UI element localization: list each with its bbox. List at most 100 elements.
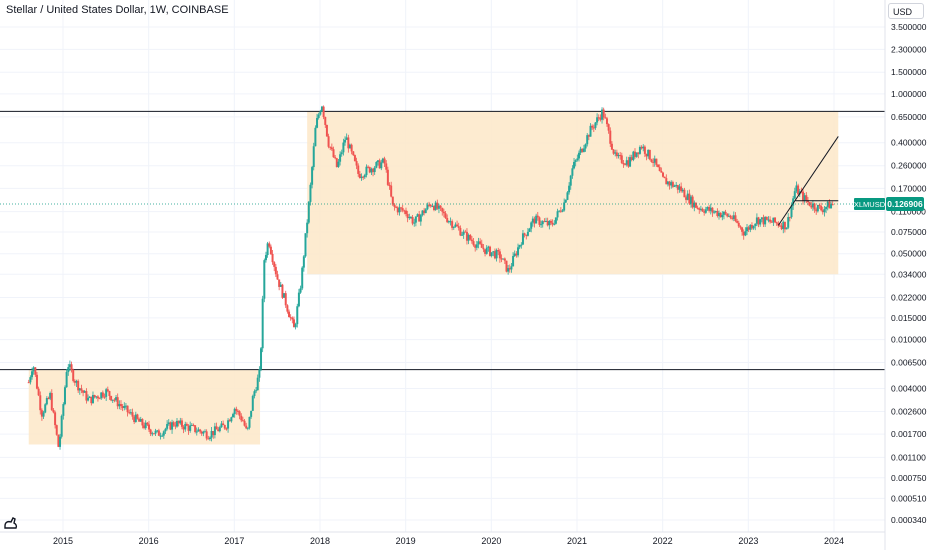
candle-body: [437, 205, 440, 209]
candle-body: [118, 404, 121, 407]
candle-body: [602, 109, 605, 118]
candle-body: [73, 380, 76, 383]
candle-body: [487, 246, 490, 248]
candle-body: [268, 243, 271, 247]
candle-body: [324, 117, 327, 125]
candle-body: [330, 147, 333, 150]
candle-body: [815, 209, 818, 212]
candle-body: [597, 117, 600, 119]
candle-body: [235, 408, 238, 411]
candle-body: [411, 217, 414, 224]
candle-body: [185, 423, 188, 426]
candle-body: [601, 109, 604, 120]
candle-body: [787, 217, 790, 228]
candle-body: [161, 435, 164, 437]
candle-body: [340, 152, 343, 155]
candle-body: [82, 390, 85, 393]
candle-body: [757, 217, 760, 225]
candle-body: [256, 377, 259, 391]
candle-body: [57, 434, 60, 447]
candle-body: [253, 391, 256, 397]
candle-body: [520, 244, 523, 246]
candle-body: [439, 205, 442, 208]
candle-body: [657, 164, 660, 168]
candle-body: [642, 146, 645, 149]
candle-body: [383, 158, 386, 164]
candle-body: [294, 324, 297, 328]
candle-body: [345, 137, 348, 140]
candle-body: [388, 184, 391, 186]
candle-body: [195, 431, 198, 433]
candle-body: [208, 437, 211, 440]
candle-body: [289, 317, 292, 319]
candle-body: [284, 293, 287, 306]
candle-body: [719, 212, 722, 218]
candle-body: [513, 253, 516, 257]
candle-body: [714, 211, 717, 213]
candle-body: [545, 220, 548, 222]
candle-body: [251, 396, 254, 411]
tradingview-logo-icon: [4, 517, 18, 529]
candle-body: [609, 130, 612, 144]
candle-body: [255, 390, 258, 392]
candle-body: [146, 422, 149, 425]
x-tick-label: 2016: [139, 536, 159, 546]
candle-body: [785, 227, 788, 230]
candle-body: [404, 210, 407, 215]
candle-body: [704, 209, 707, 213]
candle-body: [770, 221, 773, 223]
candle-body: [490, 252, 493, 256]
candle-body: [409, 217, 412, 219]
candle-body: [312, 146, 315, 168]
candle-body: [470, 239, 473, 242]
candle-body: [45, 398, 48, 405]
y-tick-label: 0.170000: [891, 183, 927, 193]
candle-body: [52, 409, 55, 413]
y-tick-label: 0.110000: [891, 207, 926, 217]
candle-body: [637, 152, 640, 154]
candle-body: [393, 204, 396, 207]
candle-body: [622, 162, 625, 165]
candle-body: [731, 217, 734, 219]
candle-body: [395, 206, 398, 208]
candle-body: [604, 117, 607, 119]
candle-body: [741, 227, 744, 232]
candle-body: [396, 207, 399, 213]
candle-body: [803, 195, 806, 201]
candle-body: [106, 389, 109, 392]
candle-body: [368, 167, 371, 173]
candle-body: [375, 162, 378, 168]
candle-body: [72, 370, 75, 381]
candle-body: [75, 380, 78, 383]
y-tick-label: 0.010000: [891, 335, 927, 345]
candle-body: [551, 222, 554, 225]
y-tick-label: 0.001700: [891, 429, 927, 439]
candle-body: [200, 431, 203, 434]
candle-body: [454, 224, 457, 227]
candle-body: [467, 234, 470, 241]
candle-body: [190, 424, 193, 426]
candle-body: [44, 404, 47, 413]
candle-body: [138, 418, 141, 422]
candle-body: [556, 211, 559, 218]
candle-body: [296, 306, 299, 325]
candle-body: [205, 431, 208, 439]
candle-body: [101, 392, 104, 397]
candle-body: [134, 414, 137, 423]
candle-body: [212, 431, 215, 436]
candle-body: [792, 198, 795, 206]
candle-body: [162, 431, 165, 436]
candle-body: [93, 394, 96, 398]
y-tick-label: 0.650000: [891, 112, 927, 122]
candle-body: [159, 435, 162, 437]
candle-body: [49, 393, 52, 399]
currency-button[interactable]: USD: [888, 3, 924, 19]
candle-body: [675, 184, 678, 186]
y-tick-label: 0.001100: [891, 452, 926, 462]
candle-body: [129, 412, 132, 414]
candle-body: [576, 158, 579, 161]
candle-body: [629, 157, 632, 167]
candle-body: [512, 256, 515, 267]
